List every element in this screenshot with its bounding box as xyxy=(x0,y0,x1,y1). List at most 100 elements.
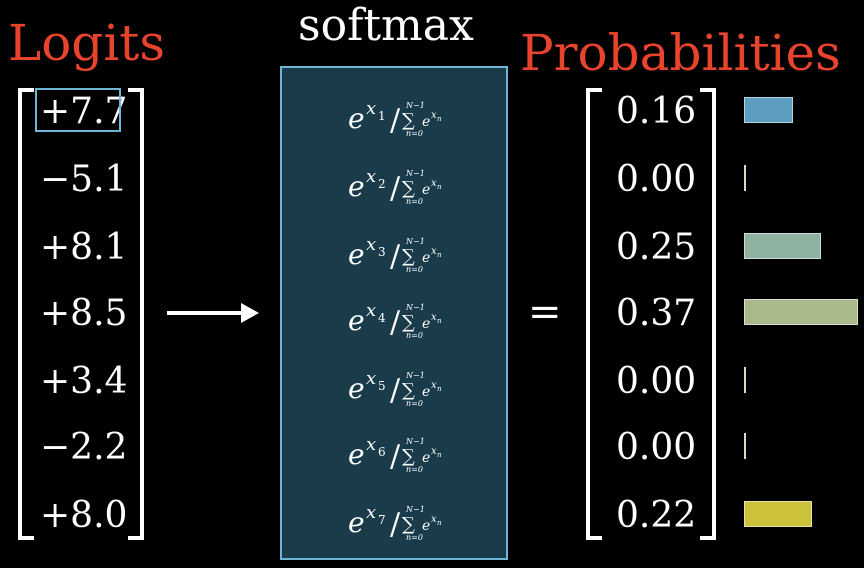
sum-symbol: ∑ xyxy=(402,380,415,401)
sum-upper-limit: N−1 xyxy=(405,303,425,312)
formula-slash: / xyxy=(390,373,401,408)
probabilities-left-bracket xyxy=(586,88,602,540)
formula-slash: / xyxy=(390,439,401,474)
probability-bar xyxy=(744,433,746,459)
logit-value: +7.7 xyxy=(40,91,128,132)
probability-value: 0.25 xyxy=(616,227,697,268)
sum-term-exponent: x xyxy=(431,110,437,121)
sum-term-exponent: x xyxy=(431,246,437,257)
sum-lower-limit: n=0 xyxy=(406,197,423,206)
sum-term-exponent: x xyxy=(431,446,437,457)
sum-term-subscript: n xyxy=(437,115,442,123)
sum-term-subscript: n xyxy=(437,251,442,259)
sum-term-base: e xyxy=(422,450,430,466)
formula-slash: / xyxy=(390,507,401,542)
formula-base: e xyxy=(348,170,365,203)
formula-base: e xyxy=(348,238,365,271)
sum-symbol: ∑ xyxy=(402,246,415,267)
formula-slash: / xyxy=(390,305,401,340)
formula-subscript: 2 xyxy=(378,177,386,191)
probability-value: 0.00 xyxy=(616,159,697,200)
probability-value: 0.16 xyxy=(616,91,697,132)
probability-value: 0.22 xyxy=(616,495,697,536)
formula-base: e xyxy=(348,372,365,405)
formula-subscript: 1 xyxy=(378,109,386,123)
probability-value: 0.00 xyxy=(616,427,697,468)
formula-exponent: x xyxy=(366,166,376,187)
sum-upper-limit: N−1 xyxy=(405,237,425,246)
sum-symbol: ∑ xyxy=(402,178,415,199)
sum-term-exponent: x xyxy=(431,380,437,391)
sum-lower-limit: n=0 xyxy=(406,533,423,542)
sum-term-exponent: x xyxy=(431,178,437,189)
formula-subscript: 4 xyxy=(378,311,386,325)
sum-symbol: ∑ xyxy=(402,312,415,333)
sum-lower-limit: n=0 xyxy=(406,265,423,274)
probabilities-right-bracket xyxy=(700,88,716,540)
formula-exponent: x xyxy=(366,502,376,523)
logit-value: +3.4 xyxy=(40,361,128,402)
sum-lower-limit: n=0 xyxy=(406,129,423,138)
formula-subscript: 6 xyxy=(378,445,386,459)
probability-value: 0.37 xyxy=(616,293,697,334)
sum-term-exponent: x xyxy=(431,514,437,525)
formula-base: e xyxy=(348,438,365,471)
formula-subscript: 7 xyxy=(378,513,386,527)
sum-term-base: e xyxy=(422,250,430,266)
logits-right-bracket xyxy=(128,88,144,540)
probability-bar xyxy=(744,97,793,123)
sum-lower-limit: n=0 xyxy=(406,399,423,408)
formula-slash: / xyxy=(390,239,401,274)
sum-upper-limit: N−1 xyxy=(405,101,425,110)
sum-term-subscript: n xyxy=(437,519,442,527)
formula-slash: / xyxy=(390,103,401,138)
softmax-formula: e x 6/N−1 ∑ n=0 e x n xyxy=(282,428,510,476)
formula-slash: / xyxy=(390,171,401,206)
logits-heading: Logits xyxy=(8,14,166,72)
formula-base: e xyxy=(348,102,365,135)
sum-upper-limit: N−1 xyxy=(405,437,425,446)
logit-value: +8.1 xyxy=(40,227,128,268)
sum-lower-limit: n=0 xyxy=(406,331,423,340)
softmax-panel: e x 1/N−1 ∑ n=0 e x n e x 2/N−1 ∑ n=0 e x n e x 3/N−1 ∑ n=0 e… xyxy=(280,66,508,560)
sum-upper-limit: N−1 xyxy=(405,505,425,514)
equals-sign: = xyxy=(528,289,562,335)
formula-subscript: 3 xyxy=(378,245,386,259)
sum-term-base: e xyxy=(422,518,430,534)
softmax-formula: e x 3/N−1 ∑ n=0 e x n xyxy=(282,228,510,276)
formula-exponent: x xyxy=(366,234,376,255)
sum-term-subscript: n xyxy=(437,451,442,459)
probabilities-heading: Probabilities xyxy=(520,24,841,82)
logit-value: −5.1 xyxy=(40,159,128,200)
softmax-heading: softmax xyxy=(298,0,474,51)
probability-bar xyxy=(744,165,746,191)
sum-symbol: ∑ xyxy=(402,446,415,467)
probability-bar xyxy=(744,233,821,259)
sum-term-subscript: n xyxy=(437,385,442,393)
formula-base: e xyxy=(348,506,365,539)
right-arrow-icon xyxy=(167,303,259,323)
probability-value: 0.00 xyxy=(616,361,697,402)
selected-logit-highlight xyxy=(35,88,121,132)
formula-subscript: 5 xyxy=(378,379,386,393)
softmax-formula: e x 2/N−1 ∑ n=0 e x n xyxy=(282,160,510,208)
formula-exponent: x xyxy=(366,434,376,455)
softmax-formula: e x 7/N−1 ∑ n=0 e x n xyxy=(282,496,510,544)
sum-symbol: ∑ xyxy=(402,514,415,535)
sum-term-subscript: n xyxy=(437,317,442,325)
probability-bar xyxy=(744,367,746,393)
formula-base: e xyxy=(348,304,365,337)
formula-exponent: x xyxy=(366,98,376,119)
logit-value: +8.0 xyxy=(40,495,128,536)
sum-term-subscript: n xyxy=(437,183,442,191)
formula-exponent: x xyxy=(366,368,376,389)
sum-term-exponent: x xyxy=(431,312,437,323)
logits-left-bracket xyxy=(18,88,34,540)
sum-term-base: e xyxy=(422,114,430,130)
logit-value: −2.2 xyxy=(40,427,128,468)
sum-upper-limit: N−1 xyxy=(405,371,425,380)
sum-symbol: ∑ xyxy=(402,110,415,131)
softmax-formula: e x 1/N−1 ∑ n=0 e x n xyxy=(282,92,510,140)
formula-exponent: x xyxy=(366,300,376,321)
sum-upper-limit: N−1 xyxy=(405,169,425,178)
